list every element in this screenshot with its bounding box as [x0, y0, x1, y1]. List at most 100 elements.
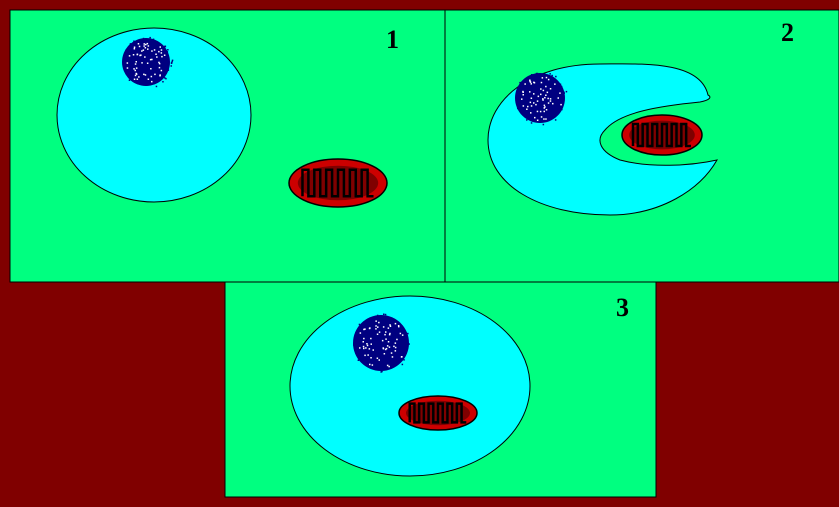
panel-label-1: 1 — [386, 25, 399, 54]
nucleus-speckle — [144, 56, 146, 58]
nucleus-speckle — [543, 104, 546, 107]
nucleus-speckle — [362, 341, 364, 343]
nucleus-speckle — [149, 36, 151, 39]
nucleus-speckle — [154, 73, 156, 76]
nucleus-speckle — [376, 357, 379, 359]
nucleus-speckle — [542, 98, 544, 100]
nucleus-speckle — [163, 54, 166, 56]
nucleus-speckle — [381, 370, 383, 373]
nucleus-speckle — [135, 67, 138, 69]
nucleus-speckle — [521, 98, 523, 100]
nucleus-speckle — [383, 313, 385, 315]
nucleus-speckle — [403, 359, 405, 361]
nucleus-speckle — [536, 72, 539, 75]
nucleus-speckle — [362, 345, 365, 348]
nucleus-speckle — [407, 332, 409, 335]
nucleus-speckle — [386, 364, 389, 367]
nucleus-speckle — [146, 42, 149, 45]
nucleus-speckle — [385, 331, 387, 333]
nucleus-speckle — [370, 357, 372, 359]
nucleus-speckle — [144, 47, 147, 49]
nucleus-speckle — [147, 48, 149, 50]
nucleus-speckle — [554, 119, 557, 121]
nucleus-speckle — [526, 108, 528, 110]
nucleus-speckle — [544, 106, 546, 108]
nucleus-speckle — [529, 101, 532, 104]
nucleus-speckle — [135, 73, 138, 75]
nucleus-speckle — [375, 325, 377, 327]
nucleus-speckle — [132, 54, 135, 56]
nucleus-speckle — [363, 337, 365, 340]
mitochondrion — [288, 158, 388, 208]
cristae — [301, 168, 374, 198]
nucleus-speckle — [366, 343, 368, 345]
nucleus-speckle — [140, 54, 142, 56]
nucleus-speckle — [529, 91, 531, 93]
nucleus-speckle — [401, 356, 403, 358]
panel-3: 3 — [224, 281, 657, 498]
nucleus-speckle — [396, 338, 398, 341]
nucleus-speckle — [146, 84, 148, 86]
nucleus-speckle — [162, 81, 164, 83]
nucleus-speckle — [519, 88, 521, 91]
nucleus-speckle — [560, 85, 563, 88]
nucleus-speckle — [389, 332, 391, 335]
nucleus-speckle — [143, 43, 145, 45]
nucleus-speckle — [385, 347, 388, 350]
nucleus-speckle — [381, 316, 384, 318]
nucleus-speckle — [404, 353, 406, 355]
nucleus-speckle — [389, 325, 392, 327]
nucleus-speckle — [554, 83, 556, 85]
nucleus-speckle — [527, 105, 529, 108]
nucleus-speckle — [539, 110, 542, 113]
nucleus-speckle — [381, 339, 384, 342]
nucleus-speckle — [155, 53, 157, 55]
nucleus-speckle — [529, 81, 532, 83]
nucleus-speckle — [353, 344, 355, 346]
nucleus-speckle — [128, 79, 131, 81]
nucleus-body — [122, 38, 170, 86]
nucleus-speckle — [519, 81, 521, 84]
nucleus-speckle — [359, 332, 362, 334]
nucleus-speckle — [378, 321, 380, 324]
nucleus-speckle — [387, 327, 390, 329]
nucleus-speckle — [126, 62, 129, 64]
nucleus-speckle — [164, 77, 166, 79]
nucleus-speckle — [542, 123, 545, 126]
nucleus-speckle — [555, 75, 557, 78]
nucleus-speckle — [137, 43, 140, 45]
nucleus-speckle — [124, 61, 126, 63]
nucleus-speckle — [160, 77, 163, 80]
nucleus-speckle — [552, 102, 554, 105]
nucleus-speckle — [380, 371, 382, 373]
nucleus-speckle — [370, 337, 372, 340]
nucleus-speckle — [363, 328, 365, 331]
nucleus-speckle — [522, 105, 525, 107]
nucleus-speckle — [563, 92, 565, 94]
nucleus-speckle — [151, 50, 153, 52]
nucleus-speckle — [533, 75, 535, 78]
nucleus-speckle — [149, 58, 152, 61]
nucleus-speckle — [547, 78, 550, 81]
nucleus-speckle — [142, 37, 145, 40]
nucleus-speckle — [549, 88, 552, 90]
nucleus-speckle — [128, 55, 131, 57]
nucleus-speckle — [139, 41, 141, 43]
nucleus-speckle — [401, 363, 404, 366]
mitochondrion — [398, 395, 478, 431]
panel-2: 2 — [444, 9, 839, 283]
nucleus-speckle — [363, 347, 365, 350]
nucleus-speckle — [546, 120, 549, 122]
host-cell — [56, 27, 252, 203]
nucleus-speckle — [525, 80, 527, 83]
nucleus-speckle — [143, 45, 145, 47]
nucleus-speckle — [545, 94, 547, 96]
nucleus-speckle — [389, 324, 391, 326]
nucleus-speckle — [540, 88, 542, 90]
nucleus-speckle — [536, 100, 539, 102]
nucleus-speckle — [354, 348, 357, 350]
nucleus-speckle — [160, 49, 163, 51]
nucleus-speckle — [531, 74, 533, 76]
nucleus-speckle — [158, 50, 160, 53]
nucleus-speckle — [355, 336, 358, 339]
